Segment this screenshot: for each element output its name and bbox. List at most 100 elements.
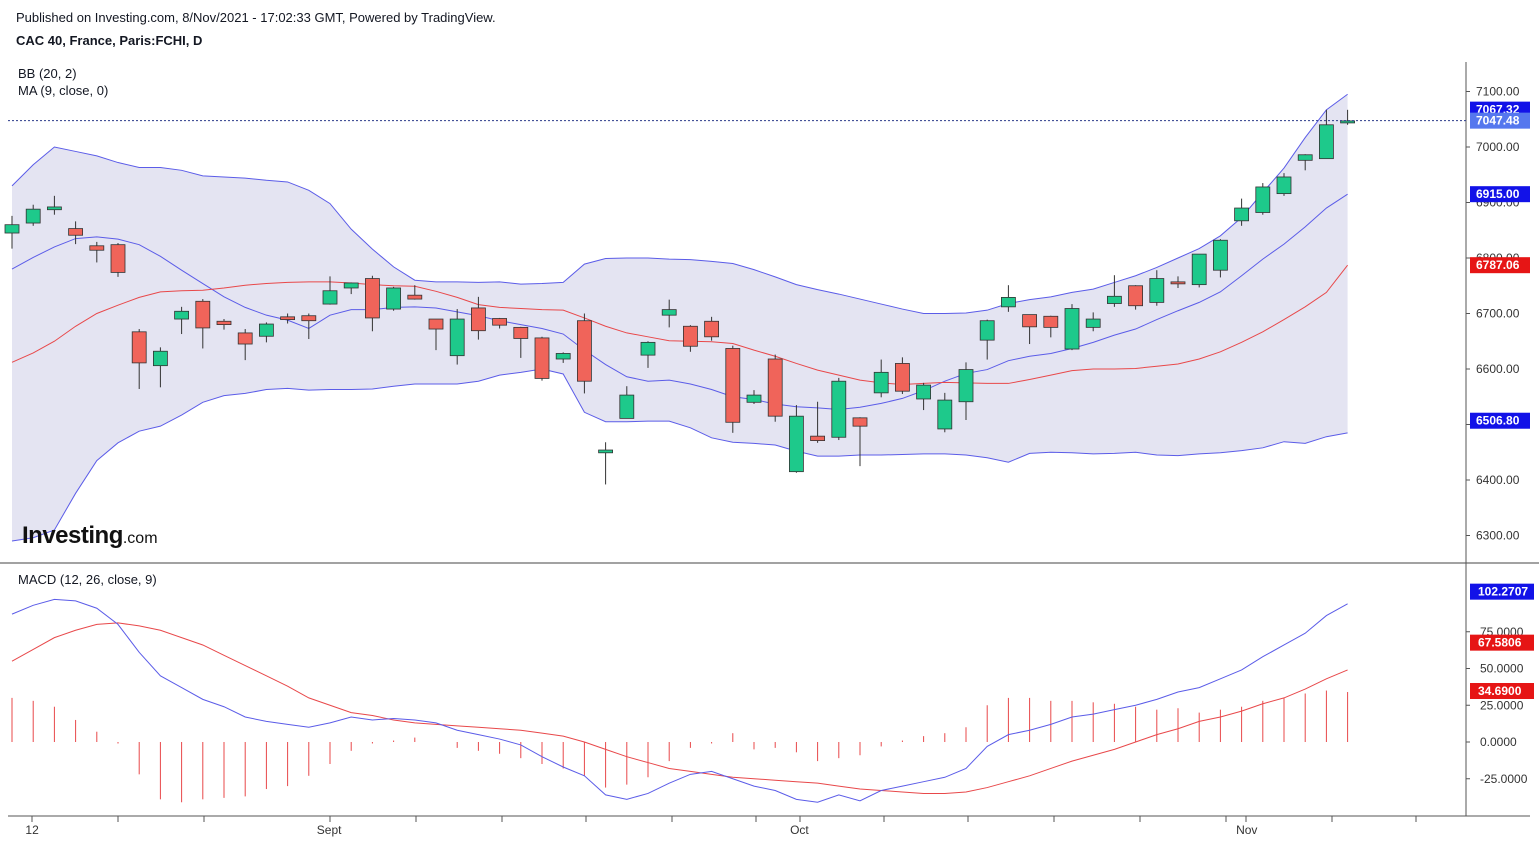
candle-body xyxy=(1043,315,1059,328)
candle-body xyxy=(873,371,889,394)
candle-body xyxy=(619,394,635,419)
time-tick-label: 12 xyxy=(25,823,39,837)
macd-tick-label: 25.0000 xyxy=(1480,698,1524,712)
candle-body xyxy=(449,318,465,357)
tag-bb-lower-bg xyxy=(1470,412,1530,429)
price-tick-label: 6700.00 xyxy=(1476,307,1520,321)
candle-body xyxy=(25,208,41,224)
candle-body xyxy=(343,282,359,289)
candle-body xyxy=(598,449,613,454)
candle-body xyxy=(789,415,804,473)
candle-body xyxy=(1276,176,1292,195)
candle-body xyxy=(1085,318,1101,328)
candle-body xyxy=(110,244,126,273)
candle-body xyxy=(1213,239,1228,271)
candle-body xyxy=(258,323,274,337)
price-tick-label: 6300.00 xyxy=(1476,529,1520,543)
candle-body xyxy=(280,316,296,321)
candle-body xyxy=(958,369,974,403)
candle-body xyxy=(767,358,783,417)
price-tick-label: 7000.00 xyxy=(1476,140,1520,154)
candle-body xyxy=(1255,186,1271,213)
macd-tag-bg xyxy=(1470,634,1534,651)
candle-body xyxy=(937,399,953,430)
candle-body xyxy=(661,309,677,316)
macd-line xyxy=(11,598,1348,803)
candle-body xyxy=(1191,253,1207,286)
candle-body xyxy=(916,384,931,400)
macd-tag: 34.6900 xyxy=(1478,684,1522,698)
time-tick-label: Nov xyxy=(1236,823,1257,837)
candle-body xyxy=(1170,281,1186,285)
price-tick-label: 6400.00 xyxy=(1476,473,1520,487)
candle-body xyxy=(895,363,910,392)
candle-body xyxy=(386,287,402,310)
logo-brand: Investing xyxy=(22,522,123,549)
candle-body xyxy=(513,326,529,339)
macd-tick-label: 50.0000 xyxy=(1480,662,1524,676)
tag-ma: 6787.06 xyxy=(1476,258,1520,272)
tag-last-price-bg xyxy=(1470,112,1530,129)
published-line: Published on Investing.com, 8/Nov/2021 -… xyxy=(16,10,496,25)
candle-body xyxy=(725,348,741,423)
candle-body xyxy=(1107,295,1122,304)
tag-last-price: 7047.48 xyxy=(1476,114,1520,128)
candle-body xyxy=(4,224,20,234)
price-tick-label: 6600.00 xyxy=(1476,362,1520,376)
candle-body xyxy=(152,350,168,367)
candle-body xyxy=(831,380,847,438)
candle-body xyxy=(1297,154,1313,161)
candle-body xyxy=(68,228,83,236)
candle-body xyxy=(683,325,698,347)
candle-body xyxy=(470,307,486,332)
candle-body xyxy=(1064,308,1080,350)
tag-bb-middle: 6915.00 xyxy=(1476,187,1520,201)
candle-body xyxy=(1022,314,1037,328)
macd-tag-bg xyxy=(1470,683,1534,700)
candle-body xyxy=(555,353,571,360)
investing-logo: Investing.com xyxy=(22,522,158,550)
bb-lower-line xyxy=(11,368,1348,542)
bb-legend[interactable]: BB (20, 2) xyxy=(18,66,77,81)
macd-tick-label: 0.0000 xyxy=(1480,735,1517,749)
logo-suffix: .com xyxy=(122,530,158,547)
time-tick-label: Sept xyxy=(317,823,342,837)
time-tick-label: Oct xyxy=(790,823,809,837)
candle-body xyxy=(195,300,211,329)
candle-body xyxy=(364,278,380,319)
candle-body xyxy=(237,332,253,345)
macd-legend[interactable]: MACD (12, 26, close, 9) xyxy=(18,572,157,587)
candle-body xyxy=(322,290,338,305)
candle-body xyxy=(852,417,868,427)
candle-body xyxy=(1319,124,1334,160)
candle-body xyxy=(174,310,190,320)
bb-band-fill xyxy=(12,94,1348,542)
candle-body xyxy=(534,337,550,379)
candle-body xyxy=(810,435,825,441)
macd-tag-bg xyxy=(1470,583,1534,600)
candle-body xyxy=(89,245,105,251)
candle-body xyxy=(131,331,147,364)
candle-body xyxy=(1001,297,1016,308)
bb-middle-line xyxy=(11,193,1348,411)
candle-body xyxy=(1340,120,1355,124)
candle-body xyxy=(47,206,62,211)
tag-bb-lower: 6506.80 xyxy=(1476,414,1520,428)
macd-tag: 67.5806 xyxy=(1478,636,1522,650)
candle-body xyxy=(407,294,423,300)
instrument-title: CAC 40, France, Paris:FCHI, D xyxy=(16,33,203,48)
macd-signal-line xyxy=(11,622,1348,794)
ma-legend[interactable]: MA (9, close, 0) xyxy=(18,83,109,98)
macd-tag: 102.2707 xyxy=(1478,585,1528,599)
candle-body xyxy=(1149,278,1165,303)
candle-body xyxy=(1234,207,1249,222)
candle-body xyxy=(428,318,444,330)
price-tick-label: 7100.00 xyxy=(1476,85,1520,99)
candle-body xyxy=(640,341,656,356)
candle-body xyxy=(301,315,317,322)
candle-body xyxy=(979,320,995,341)
candle-body xyxy=(577,320,592,382)
ma-line xyxy=(11,264,1348,386)
candle-body xyxy=(746,394,762,403)
